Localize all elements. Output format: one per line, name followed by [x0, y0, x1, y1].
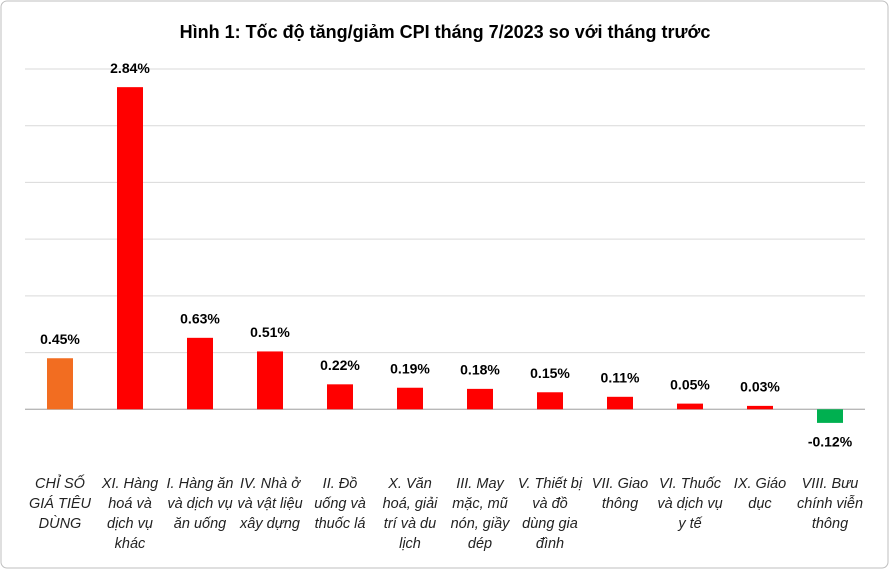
chart-title: Hình 1: Tốc độ tăng/giảm CPI tháng 7/202… — [180, 22, 711, 42]
data-label: 0.63% — [180, 311, 220, 327]
data-label: 2.84% — [110, 60, 150, 76]
data-label: 0.11% — [601, 370, 640, 386]
x-tick-label: III. May mặc, mũ nón, giầy dép — [450, 476, 510, 552]
x-tick-label: II. Đồ uống và thuốc lá — [314, 476, 366, 532]
bar — [537, 392, 563, 410]
bar — [257, 351, 283, 410]
x-tick-label: XI. Hàng hoá và dịch vụ khác — [101, 476, 159, 552]
bar — [117, 87, 143, 410]
data-label: 0.51% — [250, 324, 290, 340]
bar — [747, 405, 773, 410]
data-label: 0.45% — [40, 331, 80, 347]
data-label: 0.03% — [740, 379, 780, 395]
x-tick-label: VII. Giao thông — [591, 476, 649, 512]
x-tick-label: V. Thiết bị và đồ dùng gia đình — [517, 476, 583, 552]
x-tick-label: VIII. Bưu chính viễn thông — [796, 476, 864, 532]
x-tick-label: X. Văn hoá, giải trí và du lịch — [382, 476, 438, 552]
x-tick-label: I. Hàng ăn và dịch vụ ăn uống — [166, 476, 234, 532]
bar — [397, 387, 423, 410]
x-tick-label: VI. Thuốc và dịch vụ y tế — [657, 476, 723, 532]
x-tick-label: IV. Nhà ở và vật liệu xây dựng — [237, 476, 303, 532]
bar — [467, 388, 493, 410]
data-label: 0.22% — [320, 357, 360, 373]
data-label: 0.19% — [390, 360, 430, 376]
bar — [817, 409, 843, 423]
x-tick-label: CHỈ SỐ GIÁ TIÊU DÙNG — [28, 476, 92, 532]
bar — [607, 396, 633, 410]
data-label: -0.12% — [808, 434, 853, 450]
data-label: 0.18% — [460, 362, 500, 378]
data-label: 0.15% — [530, 365, 570, 381]
bar — [187, 337, 213, 410]
data-label: 0.05% — [670, 376, 710, 392]
bar — [677, 403, 703, 410]
bar — [47, 358, 73, 410]
bar — [327, 384, 353, 410]
x-tick-label: IX. Giáo dục — [733, 476, 787, 512]
